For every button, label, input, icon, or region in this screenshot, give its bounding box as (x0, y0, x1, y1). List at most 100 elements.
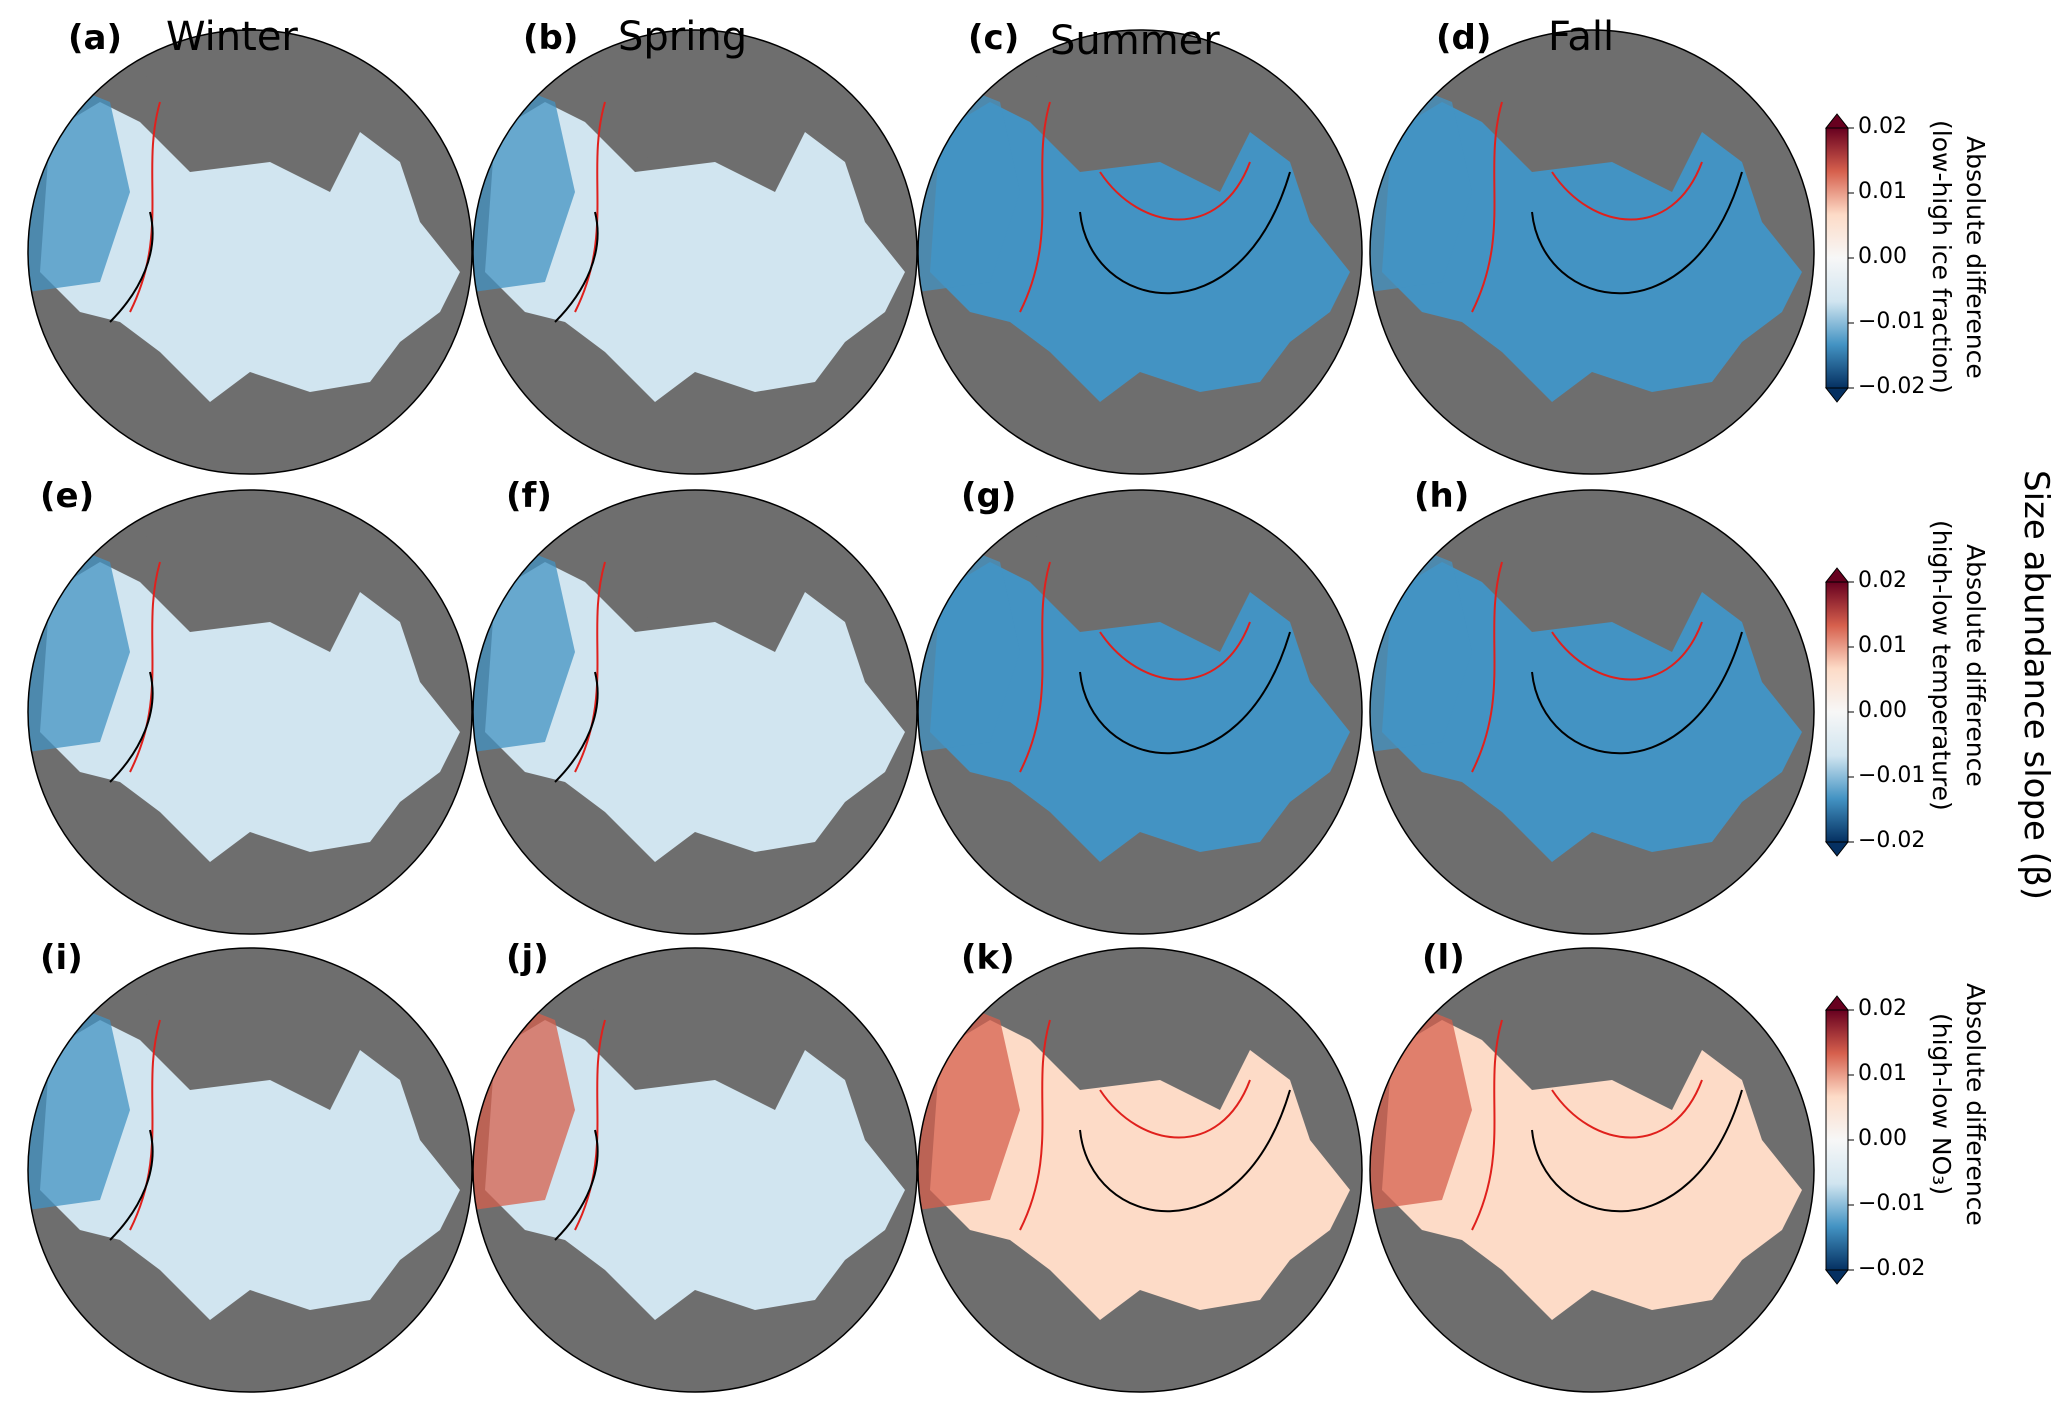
panel-label-l: (l) (1422, 938, 1465, 978)
map-panel-fall-row1 (1369, 29, 1815, 475)
greenland (140, 490, 260, 622)
panel-label-h: (h) (1414, 476, 1470, 516)
map-boundary (1369, 489, 1815, 935)
season-title-fall: Fall (1548, 14, 1615, 60)
panel-label-b: (b) (523, 18, 579, 58)
ocean-field (930, 102, 1350, 402)
colorbar-tick: 0.02 (1858, 996, 1907, 1021)
greenland (1030, 490, 1150, 622)
season-title-winter: Winter (166, 14, 298, 60)
greenland (1030, 30, 1150, 162)
contour-black (1079, 1089, 1291, 1213)
contour-red-inner (1551, 161, 1703, 221)
ocean-field (1382, 102, 1802, 402)
map-panel-spring-row2 (472, 489, 918, 935)
panel-label-c: (c) (968, 18, 1020, 58)
map-panel-spring-row1 (472, 29, 918, 475)
contour-red (1019, 561, 1051, 773)
greenland (585, 490, 705, 622)
map-boundary (917, 29, 1363, 475)
map-panel-fall-row3 (1369, 947, 1815, 1393)
ocean-field (930, 1020, 1350, 1320)
map-boundary (27, 947, 473, 1393)
map-boundary (472, 489, 918, 935)
contour-black (109, 211, 154, 323)
greenland (140, 948, 260, 1080)
map-boundary (917, 947, 1363, 1393)
colorbar-tick: 0.01 (1858, 179, 1907, 204)
contour-black (109, 1129, 154, 1241)
map-boundary (1369, 29, 1815, 475)
ocean-field (1382, 562, 1802, 862)
season-title-summer: Summer (1050, 18, 1220, 64)
contour-red-inner (1551, 621, 1703, 681)
colorbar-2 (1824, 567, 1854, 857)
colorbar-label-temperature: Absolute difference (high-low temperature… (1927, 519, 1990, 811)
greenland (585, 948, 705, 1080)
colorbar-tick: −0.01 (1858, 1191, 1926, 1216)
ocean-field (40, 562, 460, 862)
contour-red-inner (1099, 621, 1251, 681)
overall-axis-label: Size abundance slope (β) (2016, 470, 2056, 900)
map-boundary (472, 29, 918, 475)
contour-red (574, 561, 606, 773)
panel-label-k: (k) (961, 938, 1015, 978)
panel-label-a: (a) (68, 18, 123, 58)
ocean-field (485, 102, 905, 402)
contour-black (1531, 631, 1743, 755)
colorbar-tick: 0.00 (1858, 244, 1907, 269)
panel-label-d: (d) (1436, 18, 1492, 58)
colorbar-tick: 0.00 (1858, 698, 1907, 723)
colorbar-tick: 0.01 (1858, 1061, 1907, 1086)
map-panel-summer-row2 (917, 489, 1363, 935)
colorbar-label-ice: Absolute difference (low-high ice fractio… (1927, 120, 1990, 394)
contour-black (1079, 171, 1291, 295)
map-panel-winter-row1 (27, 29, 473, 475)
colorbar-tick: −0.02 (1858, 828, 1926, 853)
ocean-field (485, 1020, 905, 1320)
colorbar-tick: 0.02 (1858, 568, 1907, 593)
colorbar-tick: −0.02 (1858, 374, 1926, 399)
greenland (1030, 948, 1150, 1080)
contour-red (129, 101, 161, 313)
colorbar-tick: −0.01 (1858, 309, 1926, 334)
greenland (1482, 948, 1602, 1080)
colorbar-tick: −0.01 (1858, 763, 1926, 788)
contour-red (129, 561, 161, 773)
ocean-field (40, 1020, 460, 1320)
contour-red (129, 1019, 161, 1231)
map-panel-winter-row2 (27, 489, 473, 935)
contour-red (1019, 101, 1051, 313)
map-boundary (472, 947, 918, 1393)
contour-black (1531, 171, 1743, 295)
map-panel-winter-row3 (27, 947, 473, 1393)
contour-red (1471, 561, 1503, 773)
map-boundary (27, 489, 473, 935)
colorbar-tick: 0.01 (1858, 633, 1907, 658)
colorbar-tick: −0.02 (1858, 1256, 1926, 1281)
contour-red (1471, 101, 1503, 313)
contour-red (574, 101, 606, 313)
map-boundary (1369, 947, 1815, 1393)
map-boundary (27, 29, 473, 475)
contour-black (1531, 1089, 1743, 1213)
map-panel-summer-row1 (917, 29, 1363, 475)
ocean-field (1382, 1020, 1802, 1320)
contour-red-inner (1099, 161, 1251, 221)
map-panel-spring-row3 (472, 947, 918, 1393)
colorbar-1 (1824, 113, 1854, 403)
colorbar-tick: 0.02 (1858, 114, 1907, 139)
panel-label-g: (g) (961, 476, 1017, 516)
colorbar-3 (1824, 995, 1854, 1285)
contour-black (554, 671, 599, 783)
colorbar-tick: 0.00 (1858, 1126, 1907, 1151)
ocean-field (40, 102, 460, 402)
contour-black (109, 671, 154, 783)
map-panel-summer-row3 (917, 947, 1363, 1393)
contour-red (574, 1019, 606, 1231)
colorbar-label-no3: Absolute difference (high-low NO₃) (1927, 982, 1990, 1226)
contour-black (554, 1129, 599, 1241)
panel-label-e: (e) (40, 476, 95, 516)
ocean-field (485, 562, 905, 862)
